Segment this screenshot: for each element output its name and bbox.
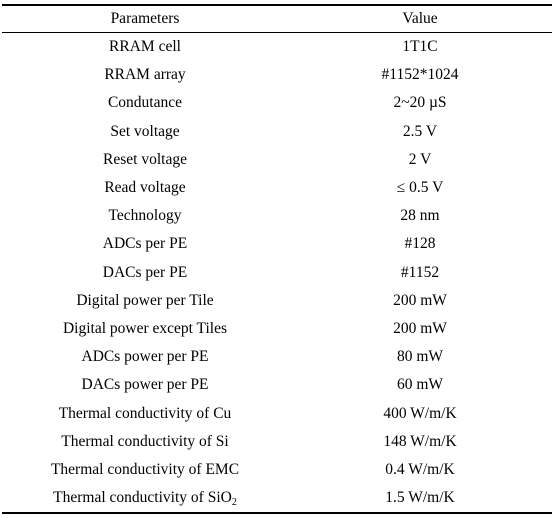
parameter-cell: Set voltage	[110, 122, 180, 140]
value-cell: #1152*1024	[381, 66, 459, 84]
table-row: Thermal conductivity of EMC 0.4 W/m/K	[2, 456, 552, 484]
parameter-cell: Thermal conductivity of EMC	[50, 460, 240, 478]
parameter-cell: Thermal conductivity of Si	[61, 432, 229, 450]
table-row: ADCs power per PE 80 mW	[2, 343, 552, 371]
table-row: Thermal conductivity of Si 148 W/m/K	[2, 428, 552, 456]
parameter-cell: Technology	[108, 207, 182, 225]
table-row: DACs power per PE 60 mW	[2, 371, 552, 399]
value-cell: 2~20 µS	[393, 94, 447, 112]
table-row: Read voltage ≤ 0.5 V	[2, 174, 552, 202]
value-cell: 28 nm	[400, 207, 440, 225]
value-cell: 400 W/m/K	[383, 404, 457, 422]
value-cell: 2 V	[408, 150, 432, 168]
value-cell: 2.5 V	[402, 122, 438, 140]
parameter-cell: Thermal conductivity of SiO2	[2, 484, 288, 513]
parameter-cell: RRAM cell	[109, 38, 181, 56]
table-row: Thermal conductivity of SiO2 1.5 W/m/K	[2, 484, 552, 514]
value-cell: 1.5 W/m/K	[385, 489, 455, 507]
table-row: Condutance 2~20 µS	[2, 89, 552, 117]
header-row: Parameters Value	[2, 5, 552, 33]
table-row: ADCs per PE #128	[2, 230, 552, 258]
parameter-cell: Reset voltage	[103, 150, 187, 168]
value-cell: 148 W/m/K	[383, 432, 457, 450]
parameter-cell: Read voltage	[104, 179, 186, 197]
table-row: Set voltage 2.5 V	[2, 118, 552, 146]
value-cell: 200 mW	[393, 319, 447, 337]
table-row: Thermal conductivity of Cu 400 W/m/K	[2, 399, 552, 427]
parameter-text: Thermal conductivity of SiO	[53, 489, 232, 507]
value-cell: #1152	[400, 263, 440, 281]
parameter-subscript: 2	[231, 497, 237, 509]
table-row: Digital power per Tile 200 mW	[2, 287, 552, 315]
parameter-cell: DACs power per PE	[81, 376, 209, 394]
value-cell: 80 mW	[396, 348, 444, 366]
table-row: Technology 28 nm	[2, 202, 552, 230]
parameters-table-container: Parameters Value RRAM cell 1T1C RRAM arr…	[2, 4, 552, 514]
parameters-table: Parameters Value RRAM cell 1T1C RRAM arr…	[2, 4, 552, 514]
table-row: RRAM array #1152*1024	[2, 61, 552, 89]
value-cell: 0.4 W/m/K	[385, 460, 455, 478]
table-row: Reset voltage 2 V	[2, 146, 552, 174]
table-row: Digital power except Tiles 200 mW	[2, 315, 552, 343]
parameter-cell: Digital power except Tiles	[62, 319, 228, 337]
value-cell: ≤ 0.5 V	[396, 179, 444, 197]
parameter-cell: Thermal conductivity of Cu	[58, 404, 232, 422]
parameter-cell: ADCs power per PE	[81, 348, 209, 366]
value-cell: 200 mW	[393, 291, 447, 309]
table-row: DACs per PE #1152	[2, 259, 552, 287]
parameter-cell: Digital power per Tile	[76, 291, 214, 309]
value-cell: 1T1C	[402, 38, 438, 56]
parameter-cell: DACs per PE	[102, 263, 188, 281]
header-parameters: Parameters	[110, 10, 180, 27]
value-cell: 60 mW	[396, 376, 444, 394]
parameter-cell: Condutance	[107, 94, 183, 112]
table-body: RRAM cell 1T1C RRAM array #1152*1024 Con…	[2, 33, 552, 514]
parameter-cell: RRAM array	[104, 66, 186, 84]
value-cell: #128	[404, 235, 436, 253]
table-row: RRAM cell 1T1C	[2, 33, 552, 62]
header-value: Value	[402, 10, 438, 27]
parameter-cell: ADCs per PE	[102, 235, 188, 253]
table-header: Parameters Value	[2, 5, 552, 33]
